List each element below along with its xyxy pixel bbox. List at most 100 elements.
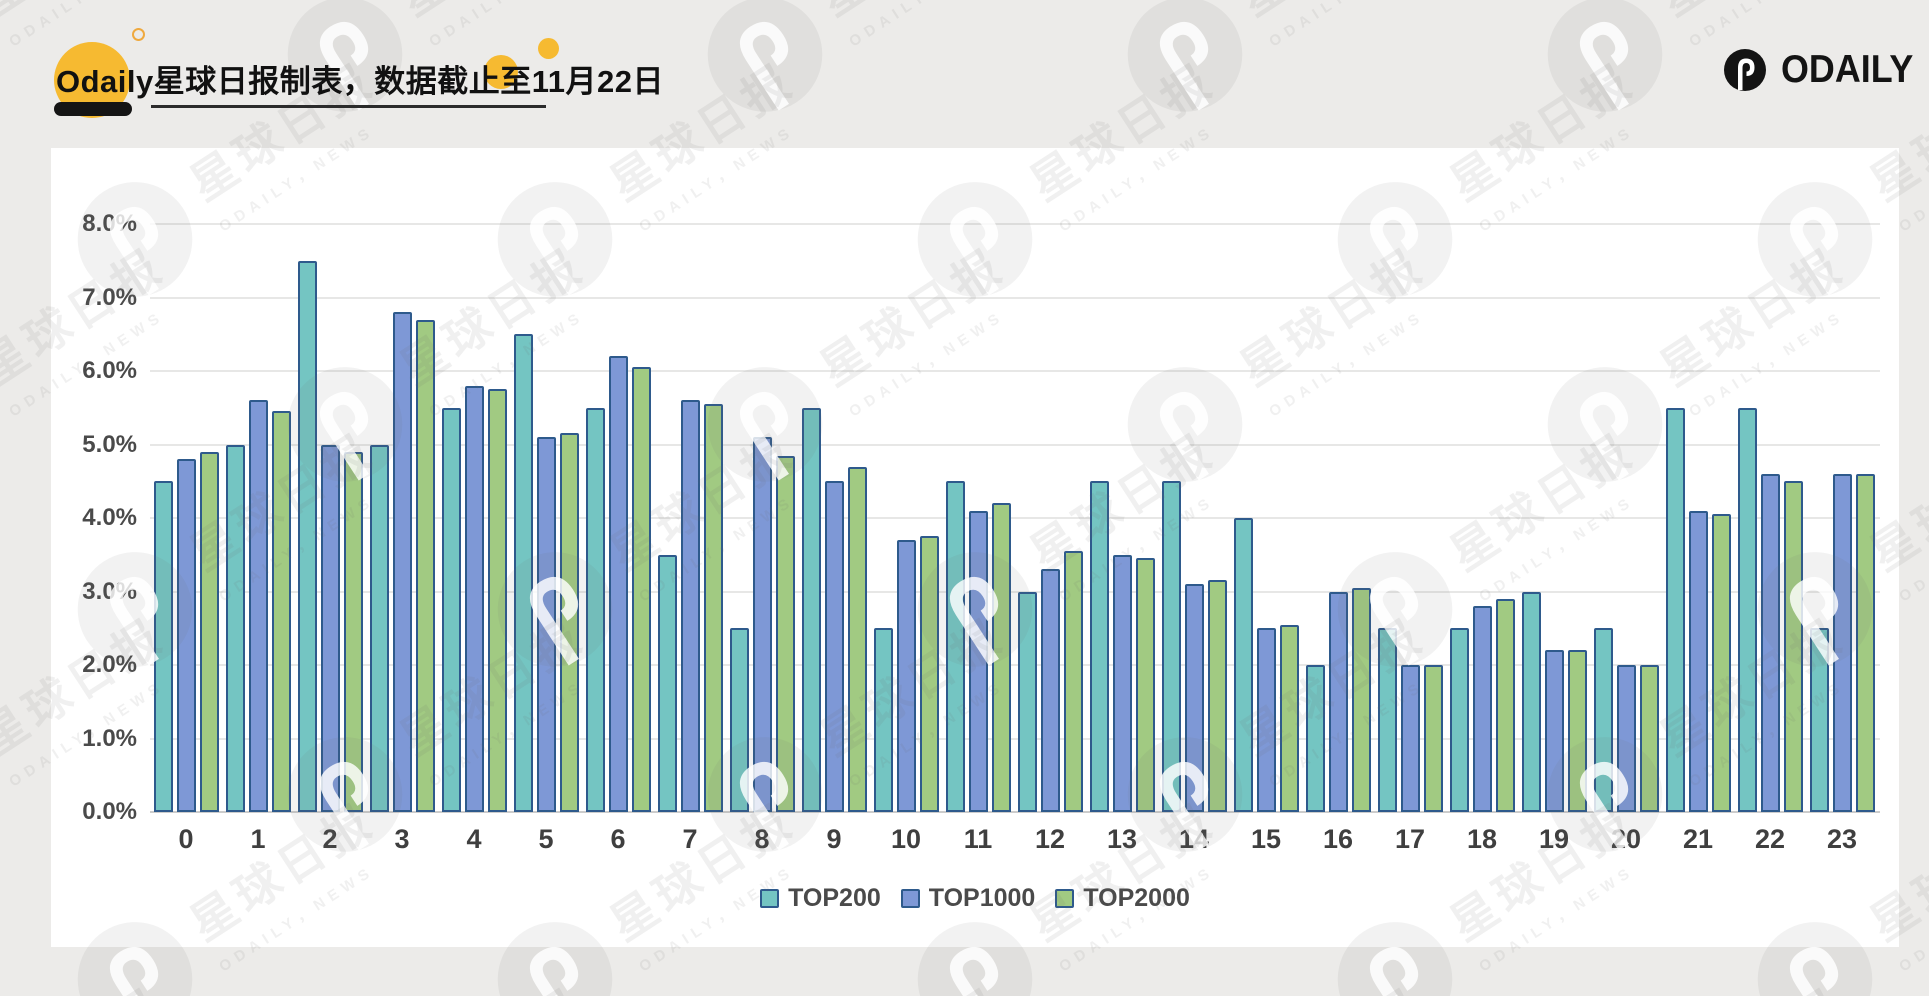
bar-group-hour-14	[1158, 224, 1230, 812]
odaily-brand: ODAILY	[1723, 48, 1925, 92]
bar-top1000-hour-16	[1328, 591, 1348, 812]
bar-group-hour-13	[1086, 224, 1158, 812]
bar-top1000-hour-6	[608, 356, 628, 812]
y-axis-label: 5.0%	[82, 430, 137, 458]
bar-group-hour-9	[798, 224, 870, 812]
title-underline-thin	[151, 105, 546, 108]
x-axis-label: 7	[682, 824, 698, 854]
bar-top1000-hour-0	[176, 459, 196, 812]
bar-group-hour-7	[654, 224, 726, 812]
x-axis-label: 18	[1466, 824, 1498, 854]
bar-top2000-hour-23	[1855, 473, 1875, 812]
y-axis-label: 0.0%	[82, 798, 137, 825]
accent-ring-small	[132, 28, 145, 41]
accent-dot-small	[538, 38, 559, 59]
bar-group-hour-18	[1446, 224, 1518, 812]
bar-top2000-hour-14	[1207, 580, 1227, 812]
bar-top2000-hour-18	[1495, 598, 1515, 812]
bar-top1000-hour-18	[1472, 606, 1492, 812]
y-axis-label: 1.0%	[82, 724, 137, 752]
x-axis-label: 13	[1106, 824, 1138, 854]
x-axis-label: 11	[963, 824, 993, 854]
accent-circle-mid	[484, 55, 518, 89]
bar-group-hour-17	[1374, 224, 1446, 812]
bar-top200-hour-13	[1089, 481, 1109, 812]
gridline	[150, 223, 1880, 225]
x-axis-label: 15	[1250, 824, 1282, 854]
bar-top200-hour-4	[441, 407, 461, 812]
bar-top2000-hour-1	[271, 411, 291, 812]
bar-top2000-hour-13	[1135, 558, 1155, 812]
gridline	[150, 370, 1880, 372]
bar-top1000-hour-19	[1544, 650, 1564, 812]
x-axis-label: 5	[538, 824, 554, 854]
x-axis-label: 9	[826, 824, 842, 854]
y-axis-label: 6.0%	[82, 357, 137, 384]
bar-top1000-hour-4	[464, 385, 484, 812]
bar-top2000-hour-10	[919, 536, 939, 812]
bar-group-hour-10	[870, 224, 942, 812]
gridline	[150, 590, 1880, 593]
bar-group-hour-23	[1806, 224, 1878, 812]
bar-top200-hour-10	[873, 628, 893, 812]
bar-top200-hour-7	[657, 554, 677, 812]
legend-label: TOP200	[788, 884, 881, 912]
bar-top2000-hour-15	[1279, 624, 1299, 812]
bar-top1000-hour-13	[1112, 554, 1132, 812]
bar-top2000-hour-16	[1351, 587, 1371, 812]
bar-top200-hour-1	[225, 444, 245, 812]
gridline	[150, 664, 1880, 666]
gridline	[150, 737, 1880, 740]
bar-top200-hour-22	[1737, 407, 1757, 812]
y-axis-label: 4.0%	[82, 504, 137, 531]
bar-top200-hour-18	[1449, 628, 1469, 812]
bar-top1000-hour-21	[1688, 510, 1708, 812]
bar-top200-hour-21	[1665, 407, 1685, 812]
bar-top2000-hour-0	[199, 451, 219, 812]
x-axis-label: 10	[890, 824, 922, 854]
bar-top2000-hour-6	[631, 367, 651, 812]
x-axis-label: 1	[250, 824, 266, 854]
bar-top2000-hour-4	[487, 389, 507, 812]
page-title: Odaily星球日报制表，数据截止至11月22日	[56, 64, 665, 99]
bar-top2000-hour-20	[1639, 665, 1659, 812]
bar-top200-hour-19	[1521, 591, 1541, 812]
bar-top200-hour-16	[1305, 665, 1325, 812]
bar-group-hour-2	[294, 224, 366, 812]
bar-group-hour-15	[1230, 224, 1302, 812]
bar-group-hour-3	[366, 224, 438, 812]
bar-top1000-hour-7	[680, 400, 700, 812]
bar-top2000-hour-9	[847, 466, 867, 812]
x-axis-label: 3	[394, 824, 410, 854]
bar-group-hour-21	[1662, 224, 1734, 812]
x-axis-label: 12	[1034, 824, 1066, 854]
bar-top1000-hour-22	[1760, 473, 1780, 812]
bar-top2000-hour-7	[703, 404, 723, 812]
legend-item-top1000: TOP1000	[900, 884, 1035, 913]
bar-top1000-hour-12	[1040, 569, 1060, 812]
legend-item-top2000: TOP2000	[1055, 884, 1190, 913]
legend-swatch	[760, 889, 780, 908]
bar-top1000-hour-10	[896, 540, 916, 812]
bar-top2000-hour-3	[415, 319, 435, 812]
x-axis-label: 0	[178, 824, 194, 854]
bar-top200-hour-2	[297, 260, 317, 812]
gridline	[150, 517, 1880, 519]
bar-top1000-hour-17	[1400, 665, 1420, 812]
gridline	[150, 296, 1880, 299]
bar-group-hour-12	[1014, 224, 1086, 812]
bar-group-hour-6	[582, 224, 654, 812]
bar-top200-hour-9	[801, 407, 821, 812]
bar-group-hour-4	[438, 224, 510, 812]
chart-legend: TOP200 TOP1000 TOP2000	[51, 884, 1899, 913]
legend-swatch	[900, 889, 920, 908]
gridline	[150, 811, 1880, 813]
x-axis-label: 21	[1682, 824, 1714, 854]
bar-group-hour-16	[1302, 224, 1374, 812]
bar-group-hour-8	[726, 224, 798, 812]
legend-item-top200: TOP200	[760, 884, 881, 913]
legend-label: TOP2000	[1083, 884, 1190, 912]
x-axis-label: 6	[610, 824, 626, 854]
